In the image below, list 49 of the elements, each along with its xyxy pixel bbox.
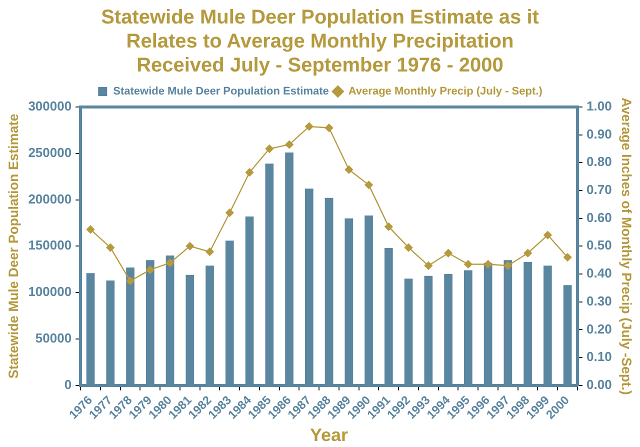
- x-axis-title: Year: [310, 425, 348, 446]
- y-tick-label: 100000: [28, 284, 72, 300]
- y-axis-title: Statewide Mule Deer Population Estimate: [6, 113, 21, 379]
- point: [524, 249, 532, 258]
- y-tick-label: 0: [64, 376, 72, 392]
- y-tick-label: 50000: [35, 330, 72, 346]
- chart-title: Statewide Mule Deer Population Estimate as it Relates to Average Monthly Precipitation Received July - September 1976 - 2000: [101, 6, 540, 77]
- point: [186, 242, 194, 250]
- y2-tick-label: 0.10: [586, 349, 612, 364]
- point: [344, 166, 354, 174]
- point: [464, 260, 472, 268]
- point: [364, 180, 373, 190]
- point: [305, 122, 314, 131]
- y2-tick-label: 0.00: [586, 376, 612, 392]
- y2-tick-label: 0.80: [586, 154, 612, 170]
- y-tick-label: 250000: [28, 144, 72, 160]
- point: [424, 262, 433, 270]
- point: [265, 144, 274, 153]
- y2-tick-label: 1.00: [586, 98, 612, 114]
- y2-axis-title: Average Inches of Monthly Precip (July -Sept.): [619, 98, 634, 395]
- y2-tick-label: 0.70: [586, 182, 612, 198]
- y-tick-label: 200000: [28, 191, 72, 206]
- point: [484, 260, 492, 268]
- legend-label: Average Monthly Precip (July - Sept.): [348, 86, 543, 98]
- point: [544, 230, 552, 240]
- point: [504, 262, 512, 270]
- point: [404, 243, 413, 252]
- y2-tick-label: 0.90: [586, 126, 612, 142]
- y-tick-label: 300000: [28, 98, 72, 114]
- point: [206, 248, 214, 256]
- y-tick-label: 150000: [28, 238, 72, 253]
- point: [285, 140, 294, 149]
- point: [245, 168, 254, 177]
- point: [444, 249, 452, 258]
- legend-label: Statewide Mule Deer Population Estimate: [113, 86, 329, 98]
- y2-tick-label: 0.50: [586, 238, 612, 253]
- point: [146, 266, 154, 274]
- y2-tick-label: 0.30: [586, 293, 612, 308]
- y2-tick-label: 0.40: [586, 266, 612, 281]
- point: [126, 276, 134, 286]
- point: [166, 258, 174, 267]
- point: [106, 243, 114, 252]
- point: [324, 124, 334, 132]
- y2-tick-label: 0.60: [586, 210, 612, 225]
- point: [86, 225, 95, 234]
- point: [384, 222, 393, 231]
- point: [226, 208, 234, 217]
- y2-tick-label: 0.20: [586, 321, 612, 336]
- point: [563, 253, 572, 262]
